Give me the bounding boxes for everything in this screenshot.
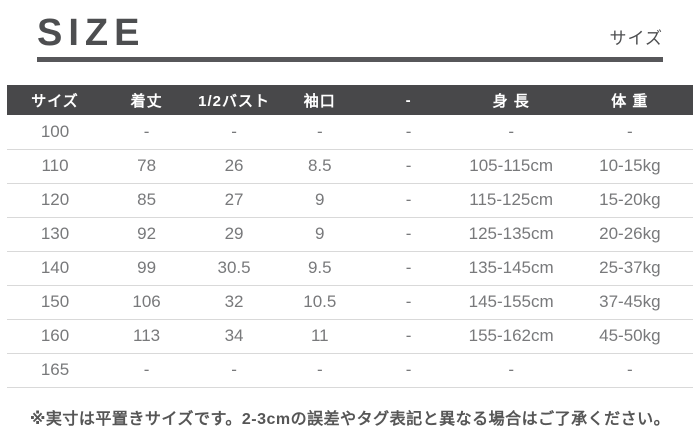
table-cell: - bbox=[190, 115, 278, 150]
table-cell: 37-45kg bbox=[566, 285, 693, 320]
table-cell: 34 bbox=[190, 319, 278, 354]
table-cell: - bbox=[566, 115, 693, 150]
column-header: 体 重 bbox=[566, 85, 693, 115]
title-divider bbox=[37, 57, 663, 62]
table-cell: - bbox=[277, 353, 362, 388]
table-cell: 32 bbox=[190, 285, 278, 320]
table-header-row: サイズ 着丈 1/2バスト 袖口 - 身 長体 重 bbox=[7, 85, 693, 115]
table-cell: 20-26kg bbox=[566, 217, 693, 252]
table-cell: 113 bbox=[103, 319, 191, 354]
table-cell: 15-20kg bbox=[566, 183, 693, 218]
table-cell: 11 bbox=[277, 319, 362, 354]
table-row: 120 85 27 9-115-125cm 15-20kg bbox=[7, 183, 693, 218]
table-row: 110 78 26 8.5-105-115cm 10-15kg bbox=[7, 149, 693, 184]
table-cell: 160 bbox=[7, 319, 104, 354]
table-cell: - bbox=[103, 115, 191, 150]
table-cell: - bbox=[190, 353, 278, 388]
table-cell: 85 bbox=[103, 183, 191, 218]
table-cell: - bbox=[566, 353, 693, 388]
table-row: 100- - - - - - bbox=[7, 115, 693, 150]
table-row: 165- - - - - - bbox=[7, 353, 693, 388]
table-cell: - bbox=[455, 115, 567, 150]
table-cell: - bbox=[361, 149, 456, 184]
table-cell: 150 bbox=[7, 285, 104, 320]
table-cell: 10-15kg bbox=[566, 149, 693, 184]
table-row: 160 113 34 11-155-162cm 45-50kg bbox=[7, 319, 693, 354]
column-header: 袖口 bbox=[277, 85, 362, 115]
table-cell: 130 bbox=[7, 217, 104, 252]
table-row: 150 106 32 10.5-145-155cm 37-45kg bbox=[7, 285, 693, 320]
column-header: 1/2バスト bbox=[190, 85, 278, 115]
table-cell: 155-162cm bbox=[455, 319, 567, 354]
table-cell: 135-145cm bbox=[455, 251, 567, 286]
page-subtitle: サイズ bbox=[609, 29, 663, 48]
table-cell: - bbox=[361, 183, 456, 218]
table-cell: 110 bbox=[7, 149, 104, 184]
table-cell: - bbox=[455, 353, 567, 388]
table-cell: 106 bbox=[103, 285, 191, 320]
table-cell: 10.5 bbox=[277, 285, 362, 320]
table-cell: - bbox=[361, 217, 456, 252]
title-block: SIZE サイズ bbox=[37, 10, 663, 54]
table-cell: 78 bbox=[103, 149, 191, 184]
table-cell: - bbox=[361, 353, 456, 388]
table-cell: - bbox=[361, 319, 456, 354]
table-cell: 30.5 bbox=[190, 251, 278, 286]
table-cell: 8.5 bbox=[277, 149, 362, 184]
table-cell: - bbox=[361, 115, 456, 150]
column-header: 身 長 bbox=[455, 85, 567, 115]
table-cell: - bbox=[103, 353, 191, 388]
table-cell: 100 bbox=[7, 115, 104, 150]
table-cell: 9 bbox=[277, 217, 362, 252]
size-table: サイズ 着丈 1/2バスト 袖口 - 身 長体 重 100- - - - - -110 78 26 8.5… bbox=[7, 85, 693, 388]
table-cell: 25-37kg bbox=[566, 251, 693, 286]
table-cell: 9.5 bbox=[277, 251, 362, 286]
page-title: SIZE bbox=[37, 12, 146, 55]
table-cell: 26 bbox=[190, 149, 278, 184]
table-cell: - bbox=[361, 285, 456, 320]
table-cell: 29 bbox=[190, 217, 278, 252]
table-cell: - bbox=[361, 251, 456, 286]
table-cell: 27 bbox=[190, 183, 278, 218]
column-header: サイズ bbox=[7, 85, 104, 115]
size-note: ※実寸は平置きサイズです。2-3cmの誤差やタグ表記と異なる場合はご了承ください… bbox=[29, 410, 671, 428]
table-cell: 140 bbox=[7, 251, 104, 286]
table-cell: 115-125cm bbox=[455, 183, 567, 218]
column-header: - bbox=[361, 85, 456, 115]
table-cell: 92 bbox=[103, 217, 191, 252]
table-cell: 45-50kg bbox=[566, 319, 693, 354]
table-cell: 165 bbox=[7, 353, 104, 388]
table-row: 140 99 30.5 9.5-135-145cm 25-37kg bbox=[7, 251, 693, 286]
table-cell: 105-115cm bbox=[455, 149, 567, 184]
table-cell: - bbox=[277, 115, 362, 150]
table-body: 100- - - - - -110 78 26 8.5-105-115cm 10-15kg 120 8… bbox=[7, 115, 693, 388]
table-cell: 125-135cm bbox=[455, 217, 567, 252]
table-cell: 9 bbox=[277, 183, 362, 218]
column-header: 着丈 bbox=[103, 85, 191, 115]
table-cell: 120 bbox=[7, 183, 104, 218]
table-cell: 145-155cm bbox=[455, 285, 567, 320]
table-cell: 99 bbox=[103, 251, 191, 286]
table-row: 130 92 29 9-125-135cm 20-26kg bbox=[7, 217, 693, 252]
